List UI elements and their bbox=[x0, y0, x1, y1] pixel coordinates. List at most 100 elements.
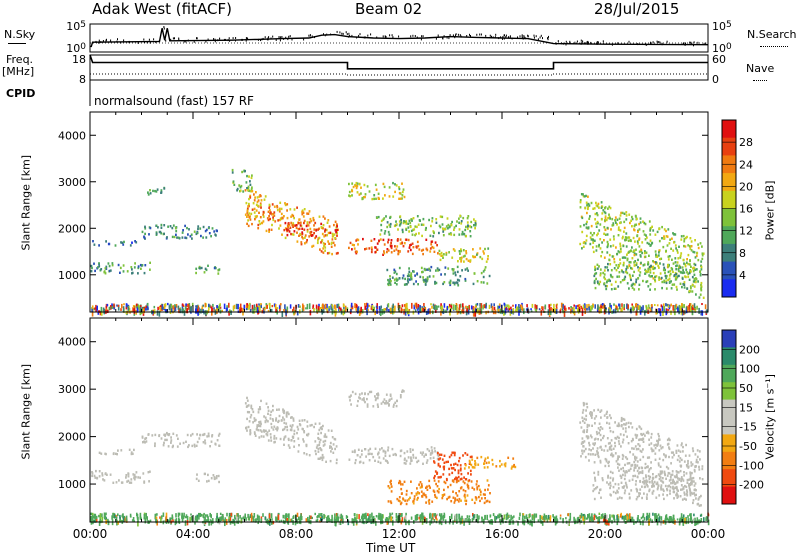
scatter-cell bbox=[293, 440, 295, 442]
scatter-cell bbox=[179, 443, 181, 445]
scatter-cell bbox=[604, 257, 606, 259]
scatter-cell bbox=[94, 244, 96, 246]
near-range-speckle bbox=[224, 304, 226, 309]
near-range-speckle bbox=[561, 303, 563, 308]
scatter-cell bbox=[216, 229, 218, 231]
nsky-jitter-mark bbox=[548, 38, 549, 40]
near-range-speckle bbox=[157, 310, 159, 315]
scatter-cell bbox=[263, 211, 265, 213]
scatter-cell bbox=[442, 223, 444, 225]
near-range-speckle bbox=[381, 518, 383, 524]
scatter-cell bbox=[372, 456, 374, 458]
scatter-cell bbox=[622, 237, 624, 239]
near-range-speckle bbox=[308, 519, 310, 523]
scatter-cell bbox=[460, 250, 462, 252]
scatter-cell bbox=[696, 459, 698, 461]
scatter-cell bbox=[419, 276, 421, 278]
y-tick-label: 4000 bbox=[58, 129, 86, 142]
scatter-cell bbox=[621, 420, 623, 422]
scatter-cell bbox=[252, 411, 254, 413]
scatter-cell bbox=[204, 473, 206, 475]
scatter-cell bbox=[323, 456, 325, 458]
scatter-cell bbox=[172, 236, 174, 238]
near-range-speckle bbox=[411, 517, 413, 520]
scatter-cell bbox=[100, 268, 102, 270]
scatter-cell bbox=[246, 175, 248, 177]
near-range-speckle bbox=[513, 521, 515, 525]
scatter-cell bbox=[449, 473, 451, 475]
scatter-cell bbox=[686, 258, 688, 260]
scatter-cell bbox=[428, 480, 430, 482]
nsky-jitter-mark bbox=[563, 43, 564, 45]
scatter-cell bbox=[433, 275, 435, 277]
scatter-cell bbox=[692, 290, 694, 292]
near-range-speckle bbox=[200, 309, 202, 314]
scatter-cell bbox=[591, 225, 593, 227]
nsky-jitter-mark bbox=[683, 42, 684, 44]
scatter-cell bbox=[429, 487, 431, 489]
scatter-cell bbox=[604, 229, 606, 231]
nsky-jitter-mark bbox=[637, 43, 638, 45]
scatter-cell bbox=[592, 234, 594, 236]
scatter-cell bbox=[669, 490, 671, 492]
scatter-cell bbox=[336, 252, 338, 254]
nsky-jitter-mark bbox=[485, 35, 486, 37]
scatter-cell bbox=[632, 275, 634, 277]
near-range-speckle bbox=[620, 513, 622, 517]
scatter-cell bbox=[467, 225, 469, 227]
nave-series bbox=[90, 74, 708, 75]
scatter-cell bbox=[692, 502, 694, 504]
scatter-cell bbox=[324, 243, 326, 245]
scatter-cell bbox=[334, 438, 336, 440]
scatter-cell bbox=[631, 426, 633, 428]
scatter-cell bbox=[593, 275, 595, 277]
near-range-speckle bbox=[194, 521, 196, 525]
scatter-cell bbox=[657, 231, 659, 233]
nsky-jitter-mark bbox=[165, 40, 166, 42]
scatter-cell bbox=[675, 244, 677, 246]
near-range-speckle bbox=[586, 308, 588, 311]
near-range-speckle bbox=[473, 514, 475, 518]
scatter-cell bbox=[453, 452, 455, 454]
near-range-speckle bbox=[228, 516, 230, 519]
near-range-speckle bbox=[550, 517, 552, 521]
nsky-jitter-mark bbox=[272, 36, 273, 38]
nsky-jitter-mark bbox=[522, 34, 523, 36]
scatter-cell bbox=[666, 287, 668, 289]
scatter-cell bbox=[459, 253, 461, 255]
near-range-speckle bbox=[670, 310, 672, 315]
scatter-cell bbox=[279, 202, 281, 204]
near-range-speckle bbox=[343, 307, 345, 309]
near-range-speckle bbox=[299, 309, 301, 313]
scatter-cell bbox=[408, 273, 410, 275]
scatter-cell bbox=[424, 279, 426, 281]
scatter-cell bbox=[661, 281, 663, 283]
scatter-cell bbox=[663, 269, 665, 271]
scatter-cell bbox=[297, 240, 299, 242]
scatter-cell bbox=[348, 183, 350, 185]
scatter-cell bbox=[594, 280, 596, 282]
near-range-speckle bbox=[376, 306, 378, 308]
scatter-cell bbox=[444, 455, 446, 457]
scatter-cell bbox=[655, 459, 657, 461]
scatter-cell bbox=[672, 456, 674, 458]
scatter-cell bbox=[384, 194, 386, 196]
scatter-cell bbox=[639, 438, 641, 440]
scatter-cell bbox=[673, 262, 675, 264]
scatter-cell bbox=[647, 242, 649, 244]
scatter-cell bbox=[647, 285, 649, 287]
scatter-cell bbox=[443, 489, 445, 491]
scatter-cell bbox=[658, 254, 660, 256]
scatter-cell bbox=[604, 211, 606, 213]
scatter-cell bbox=[631, 225, 633, 227]
scatter-cell bbox=[293, 433, 295, 435]
scatter-cell bbox=[404, 481, 406, 483]
near-range-speckle bbox=[351, 303, 353, 308]
near-range-speckle bbox=[662, 310, 664, 316]
scatter-cell bbox=[156, 233, 158, 235]
scatter-cell bbox=[416, 226, 418, 228]
scatter-cell bbox=[336, 235, 338, 237]
scatter-cell bbox=[390, 242, 392, 244]
